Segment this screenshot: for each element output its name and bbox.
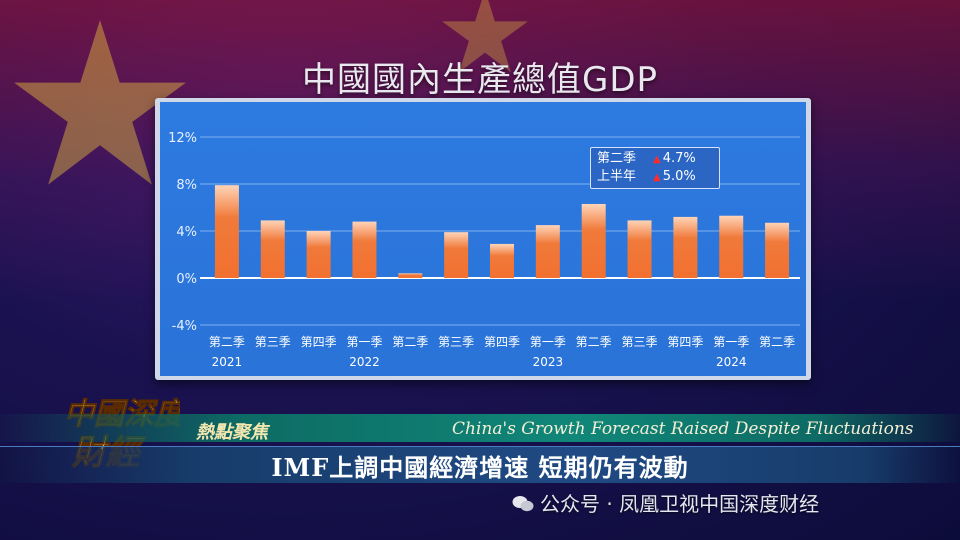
watermark: 公众号 · 凤凰卫视中国深度财经: [512, 488, 819, 517]
x-tick-label: 第三季: [438, 335, 474, 349]
watermark-text: 公众号 · 凤凰卫视中国深度财经: [540, 492, 820, 516]
bar: [581, 203, 606, 278]
legend-label: 上半年: [597, 169, 637, 184]
legend-value: 5.0%: [662, 169, 696, 184]
chart-panel: 12% 8% 4% 0% -4% 第二季 第三季 第四季 第一季 第二季 第三季 第四季 第一季 第二季第…: [160, 102, 806, 376]
up-triangle-icon: ▲: [653, 172, 661, 183]
bar: [352, 221, 377, 278]
headline: IMF上調中國經濟增速 短期仍有波動: [271, 453, 689, 482]
bar: [214, 185, 239, 278]
year-label: 2021: [212, 355, 243, 369]
legend-row-halfyear: 上半年 ▲ 5.0%: [597, 168, 696, 186]
legend-value: 4.7%: [662, 151, 696, 166]
english-subtitle: China's Growth Forecast Raised Despite F…: [452, 419, 914, 439]
x-tick-label: 第二季: [392, 335, 428, 349]
x-tick-label: 第四季: [667, 335, 703, 349]
bar: [535, 225, 560, 278]
y-tick-label: -4%: [172, 319, 197, 334]
x-tick-label: 第四季: [301, 335, 337, 349]
flag-star-small: [442, 0, 528, 73]
x-tick-label: 第三季: [255, 335, 291, 349]
chart-title: 中國國內生產總值GDP: [301, 60, 659, 100]
x-tick-label: 第二季: [759, 335, 795, 349]
x-tick-label: 第三季: [622, 335, 658, 349]
legend-row-quarter: 第二季 ▲ 4.7%: [597, 150, 696, 168]
bar: [627, 220, 652, 278]
year-label: 2022: [349, 355, 380, 369]
x-tick-label: 第一季: [713, 335, 749, 349]
topic-tag: 熱點聚焦: [196, 422, 268, 443]
flag-star-large: [14, 20, 186, 185]
bar: [719, 215, 744, 278]
gdp-bar-chart: 12%8%4%0%-4%第二季 第三季 第四季 第一季 第二季 第三季 第四季 第一季 第二季第…: [168, 131, 800, 369]
bar: [673, 216, 698, 278]
y-tick-label: 4%: [176, 225, 197, 240]
x-tick-label: 第一季: [530, 335, 566, 349]
x-tick-label: 第一季: [346, 335, 382, 349]
up-triangle-icon: ▲: [653, 154, 661, 165]
topic-band: [0, 414, 960, 442]
wechat-icon: [512, 496, 534, 512]
y-tick-label: 8%: [176, 178, 197, 193]
bar: [765, 222, 790, 278]
legend-label: 第二季: [597, 151, 637, 166]
x-tick-label: 第二季: [576, 335, 612, 349]
bar: [306, 231, 331, 278]
legend-box: 第二季 ▲ 4.7% 上半年 ▲ 5.0%: [590, 147, 720, 189]
bar: [444, 232, 469, 278]
x-tick-label: 第四季: [484, 335, 520, 349]
bar: [260, 220, 285, 278]
chart-frame: 12% 8% 4% 0% -4% 第二季 第三季 第四季 第一季 第二季 第三季 第四季 第一季 第二季第…: [155, 98, 811, 380]
bar: [398, 273, 423, 278]
year-label: 2024: [716, 355, 747, 369]
year-label: 2023: [533, 355, 564, 369]
x-tick-label: 第二季: [209, 335, 245, 349]
y-tick-label: 12%: [168, 131, 197, 146]
bar: [490, 243, 514, 278]
y-tick-label: 0%: [176, 272, 197, 287]
headline-band: [0, 446, 960, 483]
